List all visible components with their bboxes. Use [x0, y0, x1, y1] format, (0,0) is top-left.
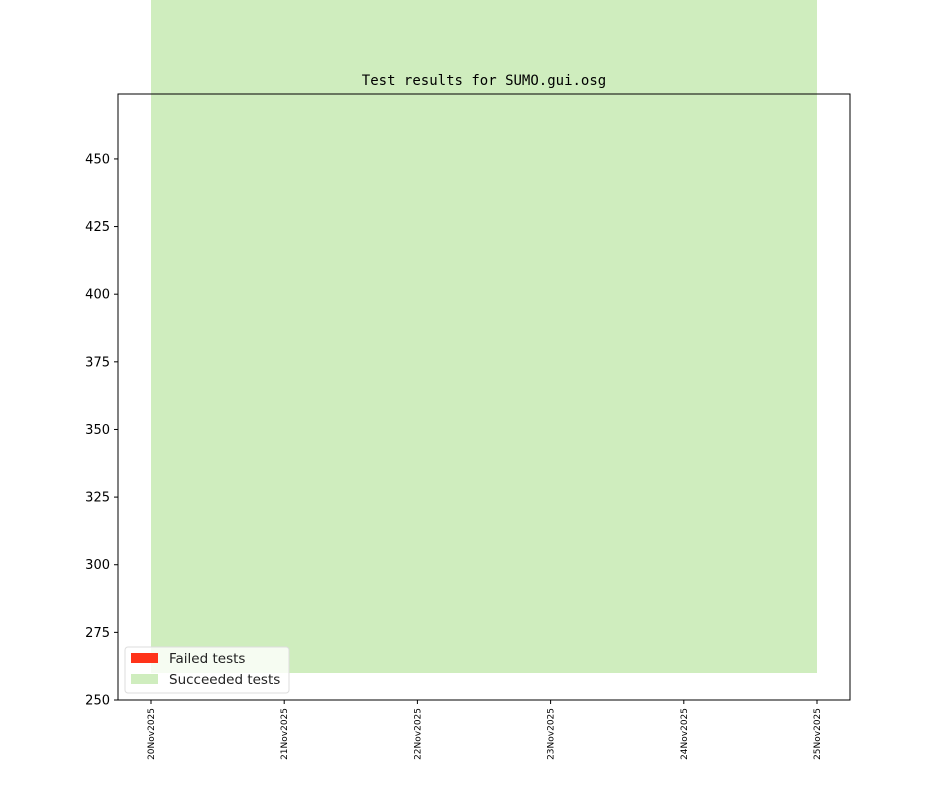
legend-swatch: [131, 674, 158, 684]
y-tick-label: 275: [85, 626, 110, 641]
chart-title: Test results for SUMO.gui.osg: [361, 73, 607, 89]
legend-label: Failed tests: [169, 651, 245, 667]
x-tick-label: 23Nov2025: [547, 708, 557, 760]
y-tick-label: 400: [85, 288, 110, 303]
y-tick-label: 300: [85, 558, 110, 573]
y-tick-label: 325: [85, 491, 110, 506]
plot-frame: [117, 93, 851, 701]
y-tick-label: 450: [85, 152, 110, 167]
x-tick-label: 25Nov2025: [813, 708, 823, 760]
legend: [124, 646, 290, 694]
x-tick-label: 20Nov2025: [147, 708, 157, 760]
legend-swatch: [131, 653, 158, 663]
y-tick-label: 425: [85, 220, 110, 235]
x-tick-label: 22Nov2025: [413, 708, 423, 760]
y-tick-label: 350: [85, 423, 110, 438]
x-tick-label: 24Nov2025: [680, 708, 690, 760]
x-tick-label: 21Nov2025: [280, 708, 290, 760]
y-tick-label: 375: [85, 355, 110, 370]
legend-label: Succeeded tests: [169, 672, 280, 688]
area-succeeded-tests: [151, 0, 817, 673]
y-tick-label: 250: [85, 694, 110, 709]
